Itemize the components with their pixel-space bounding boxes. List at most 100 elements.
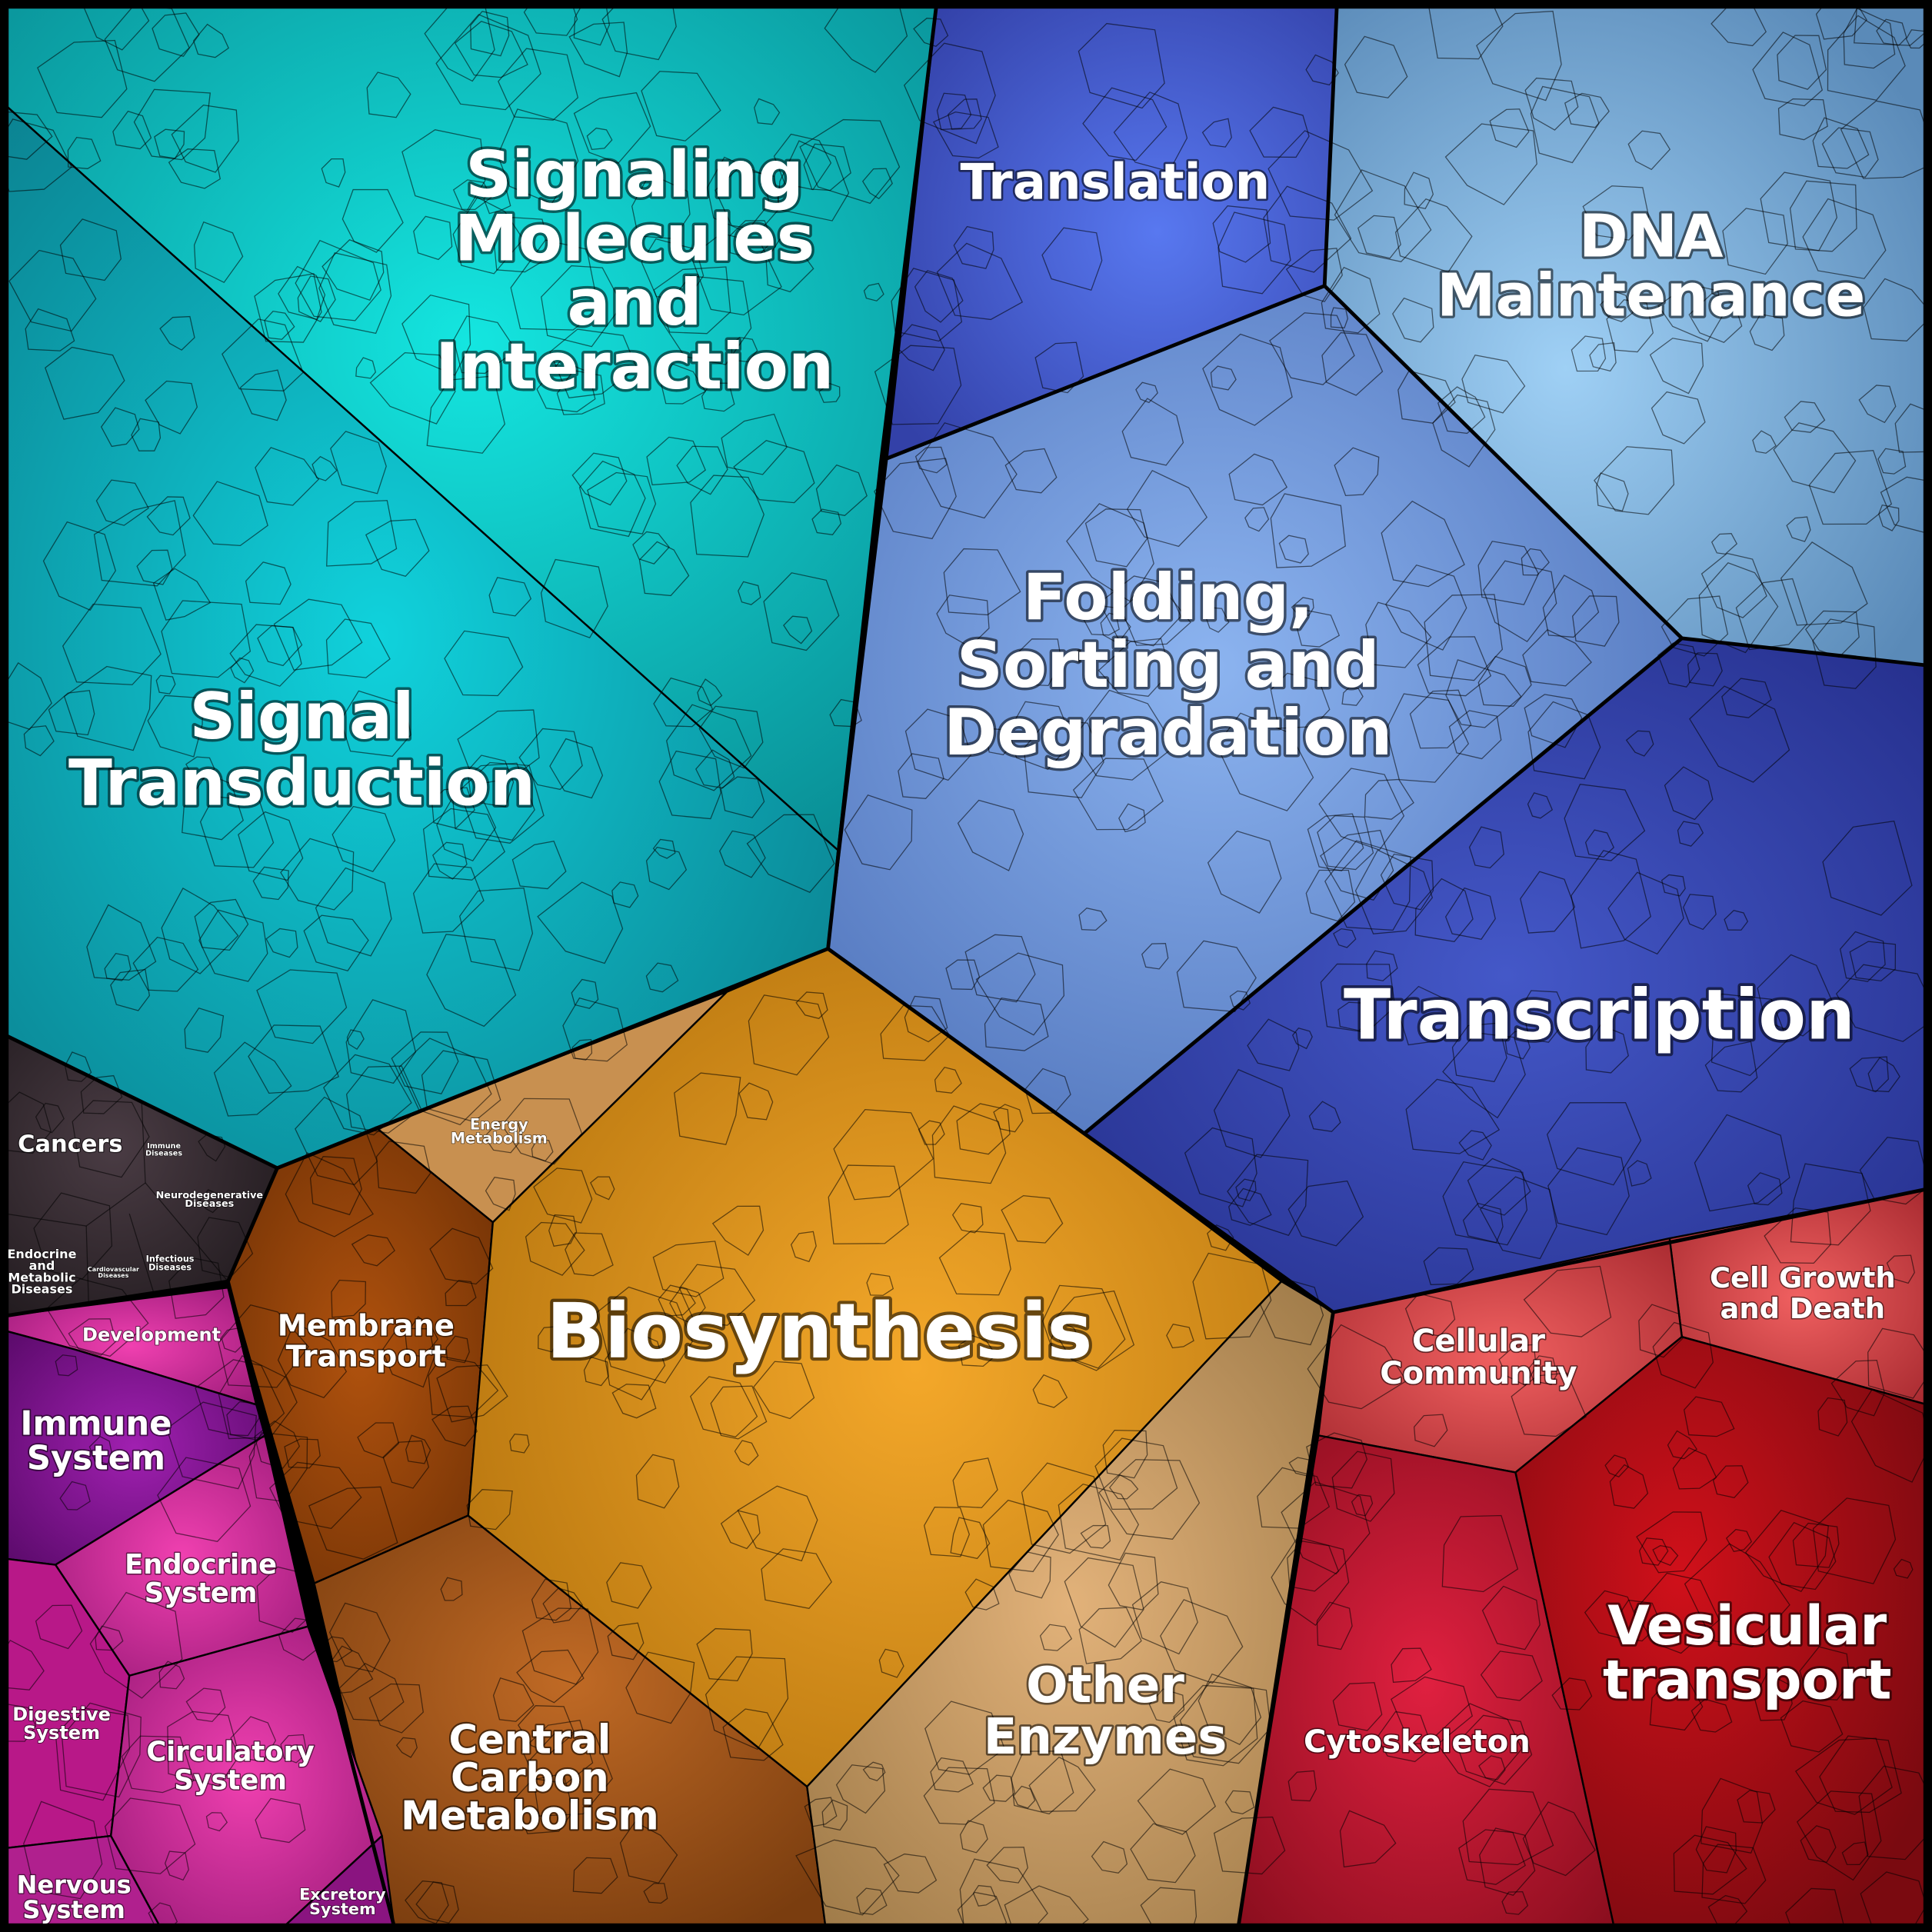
cell [1802,198,1887,279]
cell [1840,100,1932,179]
cell [146,496,191,536]
cell [1524,77,1579,131]
cell [1228,1188,1272,1226]
region-label: Infectious Diseases [146,1254,195,1272]
cell [185,756,215,780]
cell [195,1359,285,1441]
cell [1684,1543,1790,1647]
cell [1704,1041,1758,1093]
cell [131,418,162,451]
cell [1269,312,1355,385]
cell [147,695,204,758]
cell [1478,1755,1506,1780]
cell [401,294,471,376]
cell [308,1486,398,1560]
label-line: Translation [960,154,1270,211]
cell [104,1797,196,1874]
cell [1599,290,1634,322]
cell [606,1562,652,1609]
cell [100,407,140,448]
cell [445,1335,470,1364]
cell [521,1607,599,1685]
cell [199,795,275,868]
cell [355,357,377,379]
cell [645,962,679,993]
cell [401,129,486,212]
cell [607,1622,645,1661]
cell [1677,821,1704,847]
cell [1551,1677,1593,1710]
label-line: Immune [147,1142,181,1151]
cell [676,445,728,495]
cell [904,995,948,1043]
cell [1082,87,1168,162]
label-line: Diseases [185,1198,234,1210]
cell [1819,1735,1902,1814]
cell [398,1038,492,1126]
cell [1414,1414,1448,1447]
region-label: Immune System [20,1404,172,1477]
cell [734,1440,759,1466]
cell [1308,1101,1341,1132]
cell [690,1376,758,1438]
cell [721,413,788,475]
cell [1524,694,1583,748]
cell [861,168,893,200]
cell [1710,533,1738,555]
cell [45,346,125,420]
cell [1786,516,1811,542]
cell [1893,1558,1914,1579]
cell [1324,840,1411,931]
cell [357,1422,400,1459]
cell [1351,1494,1374,1517]
region-label: Excretory System [299,1885,386,1918]
cell [1821,127,1879,178]
cell [956,1103,1011,1155]
cell [323,1645,374,1695]
cell [516,1649,585,1704]
cell [923,1767,995,1825]
cell [984,997,1049,1051]
cell [924,1506,971,1557]
cell [518,728,583,791]
cell [828,1164,909,1244]
cell [731,336,758,363]
cell [1317,814,1374,871]
cell [1468,826,1504,869]
cell [930,1757,974,1793]
cell [722,1708,784,1761]
cell [1827,15,1906,101]
cell [1212,205,1271,263]
label-line: Digestive [12,1704,111,1725]
cell [192,481,268,547]
cell [159,315,195,351]
cell [658,750,721,820]
cell [72,1100,150,1178]
cell [325,618,391,678]
cell [311,455,338,481]
cell [1287,1770,1317,1802]
cell [1777,35,1827,90]
cell [0,1091,52,1154]
cell [975,952,1065,1036]
cell [1649,1679,1704,1731]
cell [1451,1022,1507,1083]
cell [1432,394,1496,468]
cell [1754,1672,1793,1721]
cell [256,1566,318,1633]
cell [878,1648,904,1678]
cell [86,904,157,981]
cell [1501,1890,1529,1915]
cell [278,1617,322,1661]
cell [1365,601,1432,668]
cell [1456,1714,1533,1785]
cell [171,104,239,173]
cell [1049,1290,1135,1371]
cell [61,1702,142,1798]
region-label: Endocrine System [125,1549,277,1609]
cell [185,1687,226,1723]
cell [35,1102,65,1134]
cell [596,1286,693,1384]
cell [1799,1646,1851,1700]
cell [1108,1552,1159,1611]
